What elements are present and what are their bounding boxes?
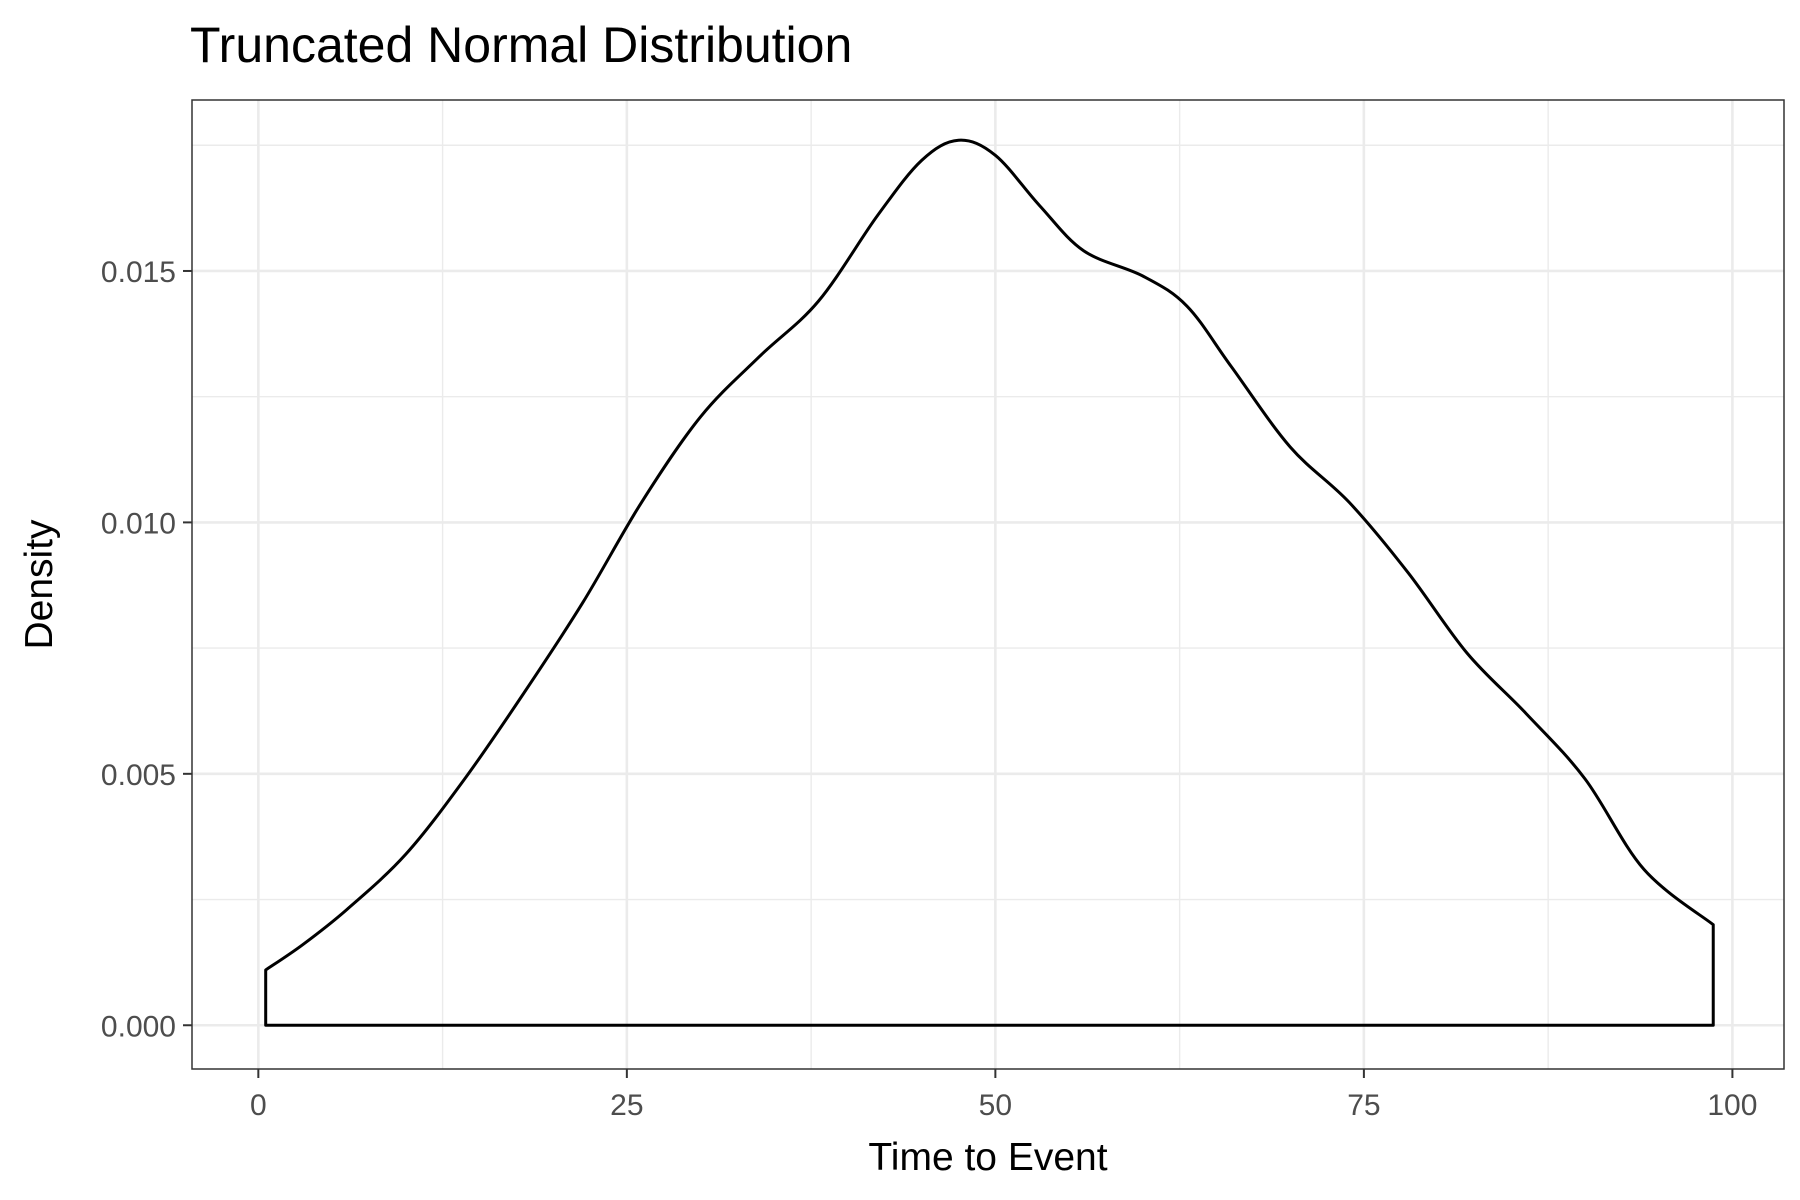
density-curve: [264, 138, 1715, 1027]
x-tick-label: 50: [979, 1089, 1012, 1122]
grid-lines: [192, 100, 1784, 1069]
y-tick-label: 0.015: [101, 256, 176, 289]
x-tick-label: 25: [610, 1089, 643, 1122]
x-tick-label: 100: [1707, 1089, 1757, 1122]
y-tick-label: 0.010: [101, 507, 176, 540]
x-tick-label: 0: [250, 1089, 267, 1122]
y-tick-label: 0.005: [101, 759, 176, 792]
chart-title: Truncated Normal Distribution: [190, 17, 852, 73]
x-axis-title: Time to Event: [868, 1136, 1107, 1179]
y-tick-label: 0.000: [101, 1010, 176, 1043]
axis-ticks: 0 25 50 75 100 0.000 0.005 0.010 0.015: [101, 256, 1758, 1122]
plot-panel: [191, 99, 1785, 1070]
x-tick-label: 75: [1347, 1089, 1380, 1122]
y-axis-title: Density: [18, 519, 61, 650]
